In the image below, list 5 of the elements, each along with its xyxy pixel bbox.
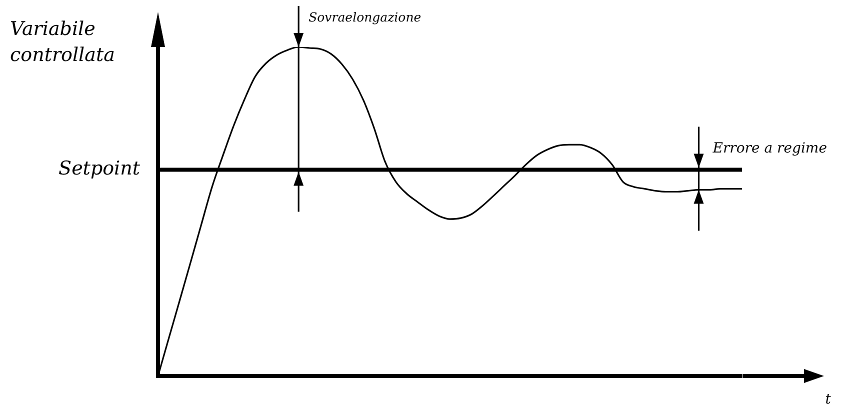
text: t <box>825 392 832 408</box>
annotation: Errore a regime <box>712 140 827 156</box>
text: Sovraelongazione <box>308 9 422 24</box>
y-axis-title: Variabile controllata <box>10 18 115 66</box>
ref-line-label: Setpoint <box>58 158 140 180</box>
